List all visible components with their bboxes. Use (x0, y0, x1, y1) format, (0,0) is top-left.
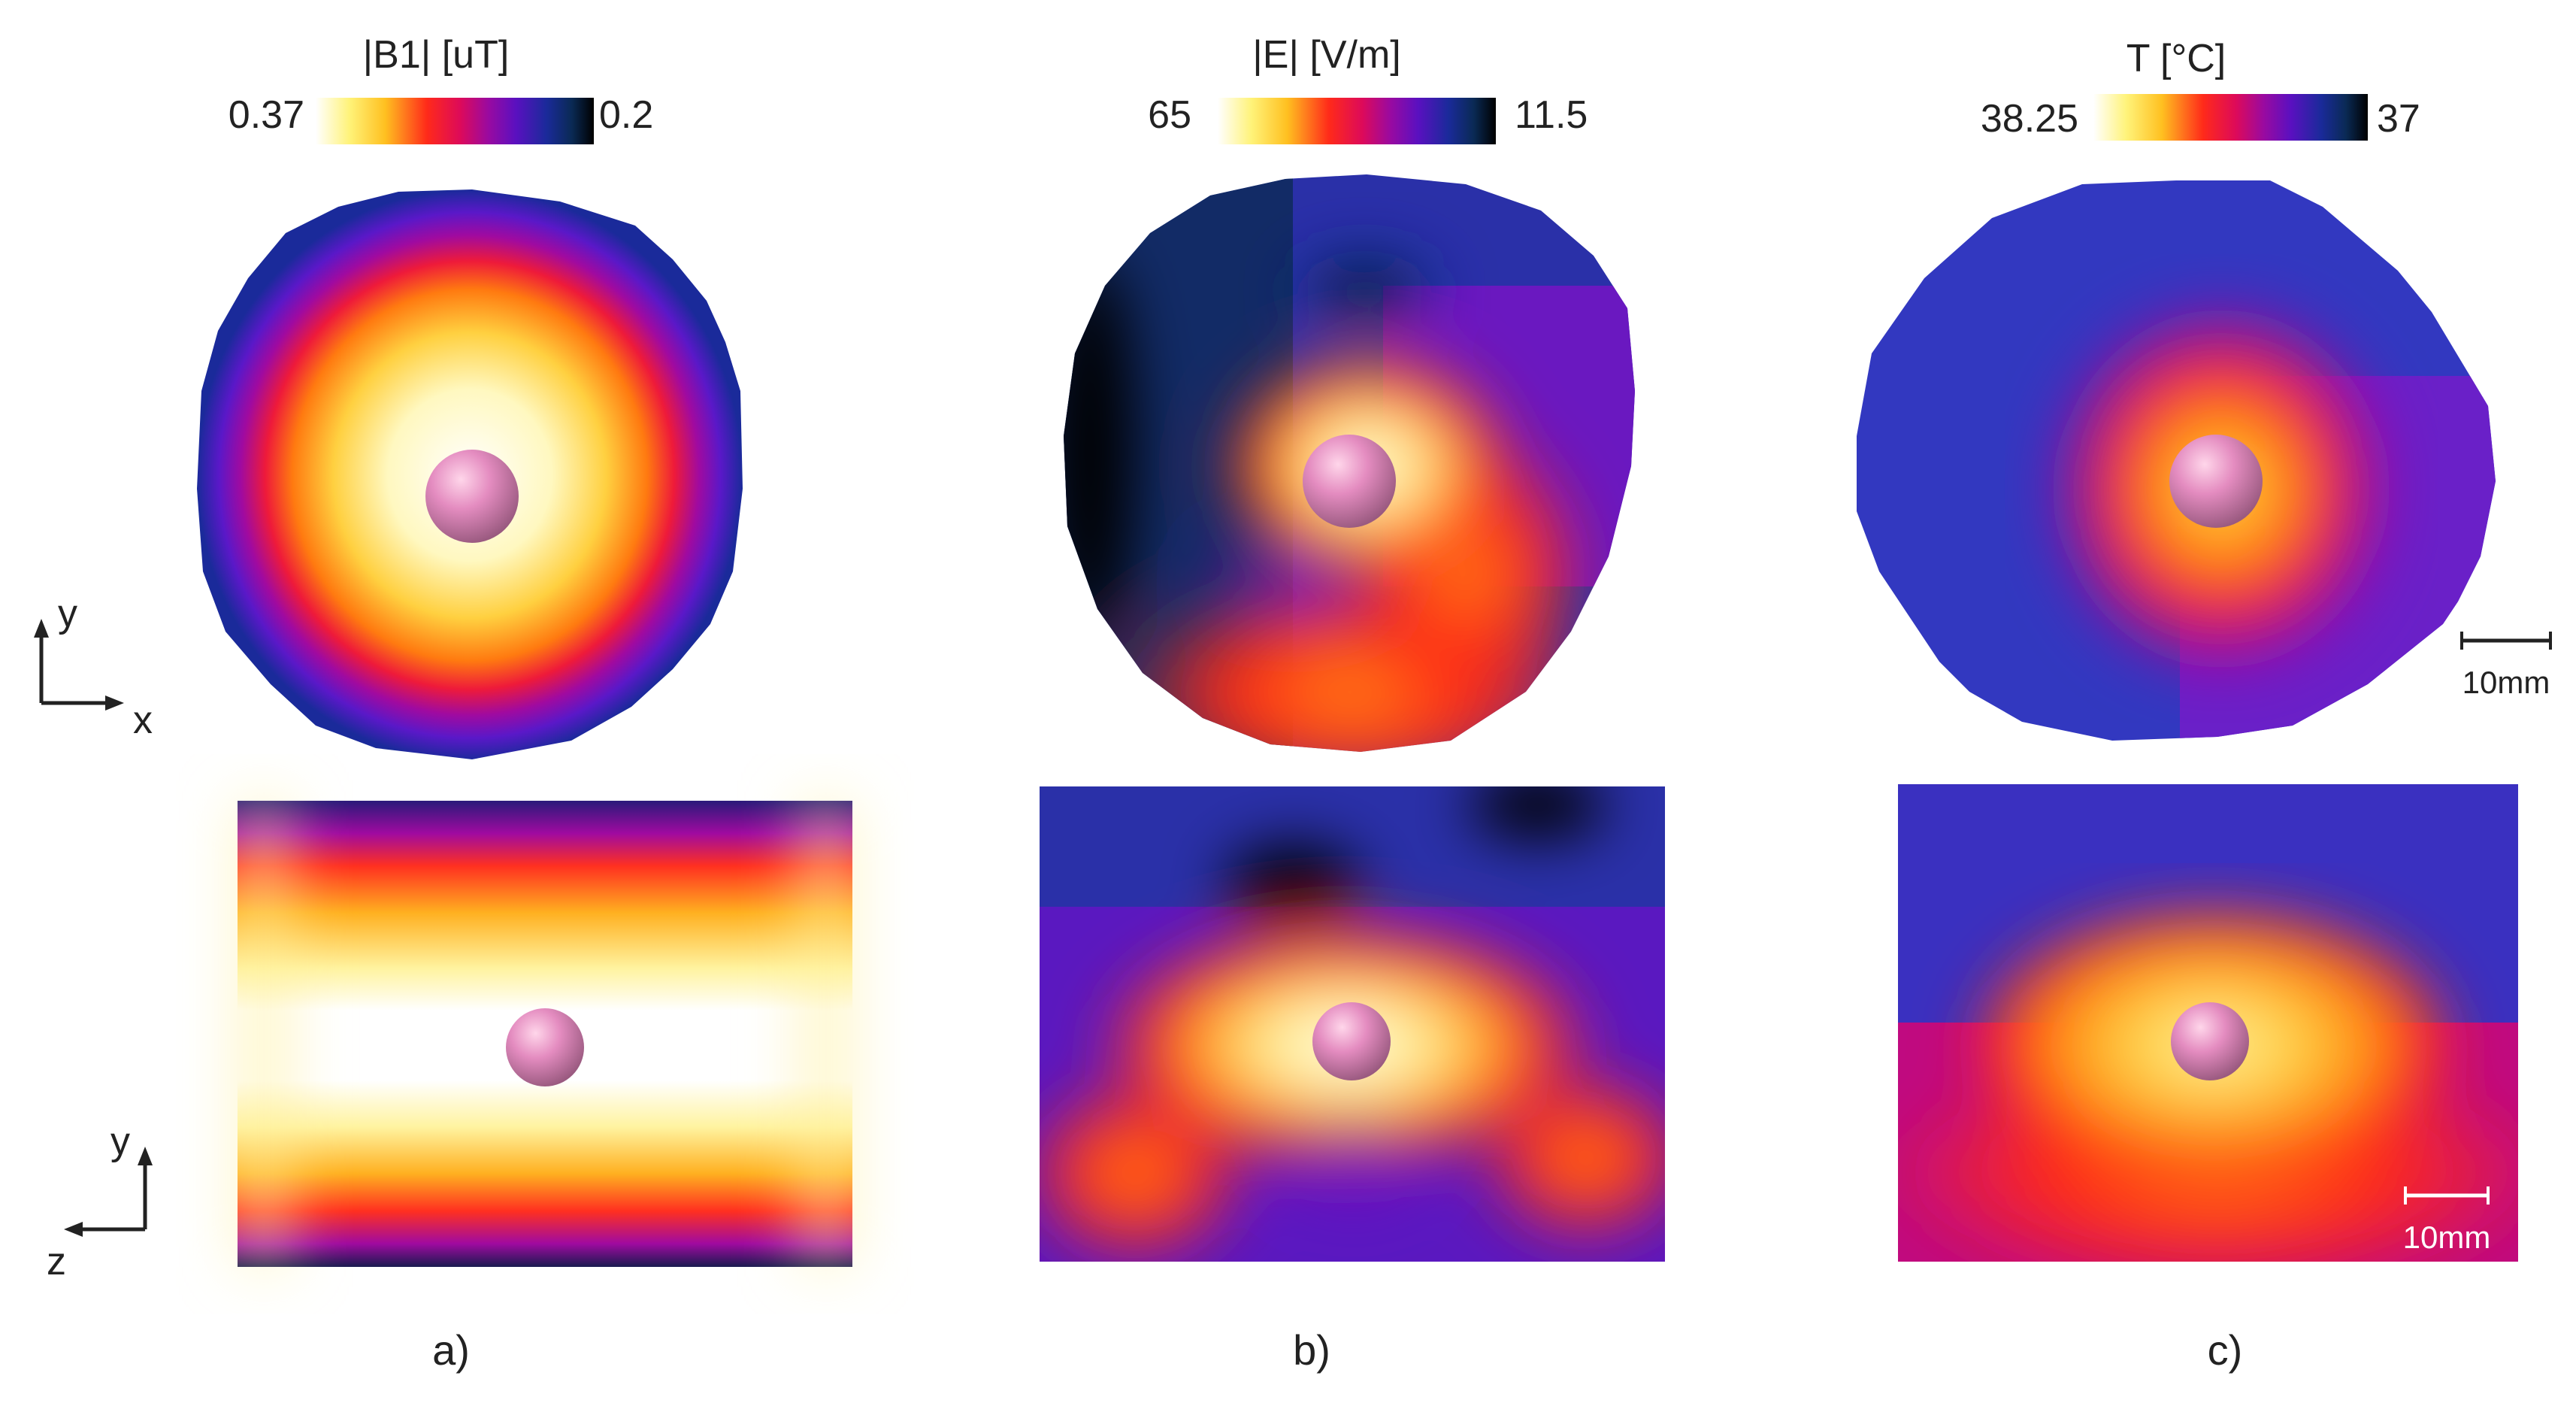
axes-indicator-bottom: y z (47, 1120, 153, 1283)
colorbar-b1-min: 0.2 (599, 93, 653, 137)
scale-bar-bottom-label: 10mm (2403, 1220, 2491, 1255)
axis-label-y-bottom: y (110, 1120, 130, 1163)
sphere-marker (1312, 1002, 1391, 1080)
map-b1-axial (197, 189, 743, 759)
axes-indicator-top: y x (34, 592, 153, 742)
colorbar-t: T [°C] 38.25 37 (1981, 37, 2420, 141)
axis-label-z-bottom: z (47, 1240, 66, 1283)
colorbar-e-min: 11.5 (1515, 93, 1588, 137)
scale-bar-top: 10mm (2460, 632, 2552, 700)
colorbar-t-max: 38.25 (1981, 97, 2078, 141)
colorbar-e-gradient (1218, 98, 1496, 144)
axis-label-y-top: y (58, 592, 77, 635)
sphere-marker (1303, 435, 1396, 528)
colorbar-t-gradient (2093, 94, 2368, 141)
colorbar-t-min: 37 (2377, 97, 2420, 141)
colorbar-e-max: 65 (1148, 93, 1191, 137)
sphere-marker (425, 450, 519, 543)
colorbar-b1: |B1| [uT] 0.37 0.2 (229, 33, 653, 144)
sphere-marker (506, 1008, 584, 1086)
axis-label-x-top: x (133, 698, 153, 742)
colorbar-b1-gradient (316, 98, 594, 144)
map-t-sagittal (1898, 784, 2518, 1262)
colorbar-b1-max: 0.37 (229, 93, 304, 137)
map-b1-sagittal (238, 801, 852, 1267)
colorbar-b1-title: |B1| [uT] (363, 33, 510, 77)
map-e-axial (1064, 174, 1635, 752)
sphere-marker (2171, 1002, 2249, 1080)
sphere-marker (2169, 435, 2263, 528)
colorbar-e: |E| [V/m] 65 11.5 (1148, 33, 1588, 144)
scale-bar-top-label: 10mm (2462, 665, 2550, 700)
panel-label-a: a) (432, 1326, 470, 1374)
panel-label-c: c) (2208, 1326, 2243, 1374)
scale-bar-bottom: 10mm (2403, 1186, 2491, 1255)
colorbar-e-title: |E| [V/m] (1252, 33, 1401, 77)
map-t-axial (1857, 180, 2496, 741)
panel-label-b: b) (1293, 1326, 1330, 1374)
colorbar-t-title: T [°C] (2126, 37, 2226, 80)
map-e-sagittal (1040, 786, 1665, 1262)
